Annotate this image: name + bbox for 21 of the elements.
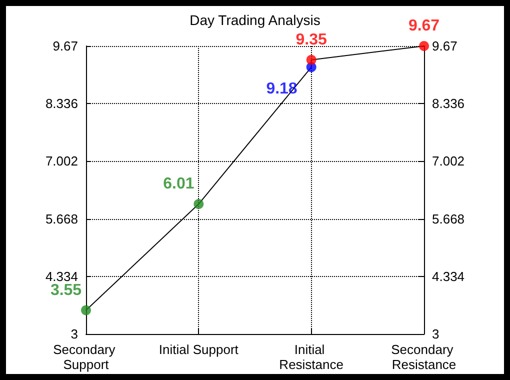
data-label: 9.35 <box>296 31 328 48</box>
y-tick-label: 3 <box>70 326 78 342</box>
chart-title: Day Trading Analysis <box>190 12 320 28</box>
y2-tick-label: 3 <box>432 326 440 342</box>
data-label: 3.55 <box>50 282 82 299</box>
y-tick-label: 5.668 <box>45 211 78 226</box>
y-tick-label: 4.334 <box>45 268 78 284</box>
x-tick-label: Initial Resistance <box>279 342 344 372</box>
x-tick-label: Secondary Support <box>53 342 119 372</box>
data-label: 9.67 <box>408 18 440 34</box>
x-tick-label: Secondary Resistance <box>391 342 457 372</box>
x-tick-label: Initial Support <box>158 342 239 357</box>
y2-tick-label: 4.334 <box>432 268 465 284</box>
y2-tick-label: 9.67 <box>432 38 458 54</box>
y-tick-label: 8.336 <box>45 96 78 112</box>
y-tick-label: 9.67 <box>52 38 78 54</box>
data-label: 6.01 <box>163 176 194 193</box>
y2-tick-label: 8.336 <box>432 96 465 112</box>
y2-tick-label: 7.002 <box>432 154 465 169</box>
y2-tick-label: 5.668 <box>432 211 465 226</box>
y-tick-label: 7.002 <box>45 154 78 169</box>
